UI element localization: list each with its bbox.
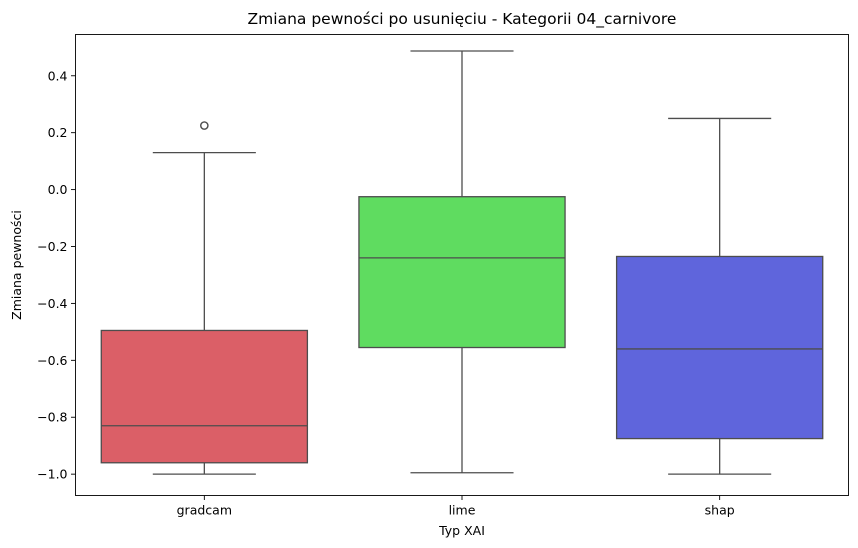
y-tick-label: 0.2 — [48, 125, 68, 140]
y-tick-label: 0.0 — [48, 182, 68, 197]
y-tick-label: −0.2 — [37, 239, 67, 254]
y-tick-label: 0.4 — [48, 68, 68, 83]
y-axis-label: Zmiana pewności — [9, 210, 24, 320]
x-tick-label: lime — [449, 503, 476, 518]
x-tick-label: gradcam — [177, 503, 232, 518]
box-lime — [358, 196, 566, 349]
plot-frame — [75, 34, 849, 496]
y-tick-label: −0.6 — [37, 353, 67, 368]
box-gradcam — [100, 329, 309, 464]
plot-area: 0.4 0.2 0.0 −0.2 −0.4 −0.6 −0.8 −1.0 gradcam lime… — [37, 50, 824, 518]
y-tick-label: −1.0 — [37, 467, 67, 482]
chart-title: Zmiana pewności po usunięciu - Kategorii… — [248, 10, 677, 29]
x-tick-label: shap — [705, 503, 735, 518]
box-shap — [615, 255, 824, 440]
outlier-point — [200, 121, 209, 130]
y-tick-label: −0.8 — [37, 410, 67, 425]
x-axis-label: Typ XAI — [438, 523, 485, 538]
y-tick-label: −0.4 — [37, 296, 67, 311]
